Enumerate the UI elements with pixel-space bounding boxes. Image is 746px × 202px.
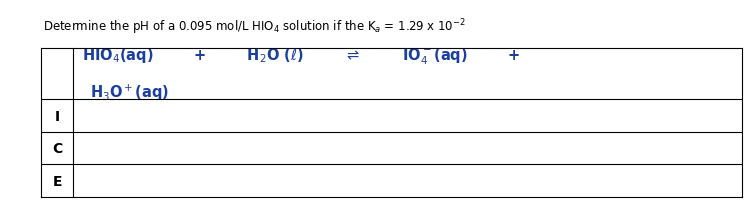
Text: C: C — [52, 142, 62, 155]
Text: E: E — [52, 174, 62, 188]
Text: HIO$_4$(aq)        +        H$_2$O ($\ell$)        $\rightleftharpoons$        I: HIO$_4$(aq) + H$_2$O ($\ell$) $\rightlef… — [82, 46, 521, 66]
Text: I: I — [54, 109, 60, 123]
Text: Determine the pH of a 0.095 mol/L HIO$_4$ solution if the K$_a$ = 1.29 x 10$^{-2: Determine the pH of a 0.095 mol/L HIO$_4… — [43, 17, 466, 37]
Text: H$_3$O$^+$(aq): H$_3$O$^+$(aq) — [90, 82, 169, 102]
